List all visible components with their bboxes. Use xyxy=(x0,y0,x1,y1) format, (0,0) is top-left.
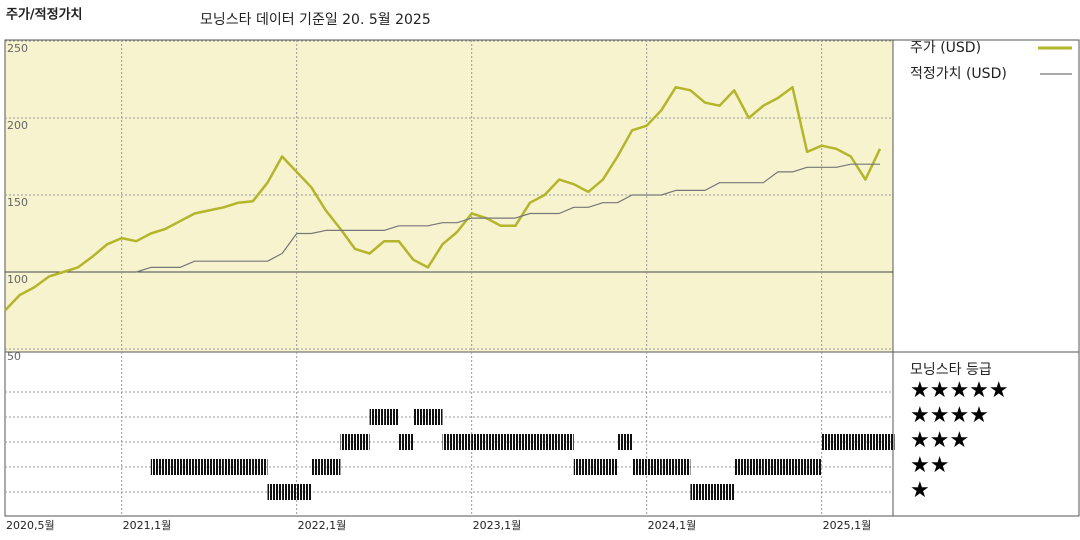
y-tick-label: 100 xyxy=(7,273,28,286)
rating-bar xyxy=(325,459,341,475)
rating-bar xyxy=(238,459,253,475)
rating-bar xyxy=(515,434,530,450)
legend-label: 주가 (USD) xyxy=(910,40,981,56)
series-line xyxy=(136,163,880,273)
rating-bar xyxy=(880,434,895,450)
rating-bar xyxy=(311,459,326,475)
rating-bar xyxy=(267,484,283,500)
rating-bar xyxy=(209,459,224,475)
rating-bar xyxy=(573,459,589,475)
rating-bar xyxy=(442,434,458,450)
rating-bar xyxy=(500,434,516,450)
rating-bar xyxy=(223,459,239,475)
rating-bar xyxy=(150,459,166,475)
rating-bar xyxy=(661,459,676,475)
y-tick-label: 250 xyxy=(7,42,28,55)
rating-bar xyxy=(413,409,428,425)
legend-label: 적정가치 (USD) xyxy=(910,66,1007,82)
rating-label: ★★ xyxy=(910,453,949,478)
rating-bar xyxy=(777,459,793,475)
rating-bar xyxy=(850,434,866,450)
frame xyxy=(4,39,1080,517)
x-tick-label: 2023,1월 xyxy=(473,519,522,532)
x-tick-label: 2020,5월 xyxy=(6,519,55,532)
rating-bar xyxy=(471,434,487,450)
rating-bar xyxy=(252,459,268,475)
rating-bar xyxy=(632,459,647,475)
x-tick-label: 2025,1월 xyxy=(823,519,872,532)
rating-bar xyxy=(807,459,822,475)
x-tick-label: 2021,1월 xyxy=(123,519,172,532)
rating-bar xyxy=(865,434,880,450)
rating-bar xyxy=(646,459,662,475)
y-tick-label: 50 xyxy=(7,350,21,363)
rating-bar xyxy=(340,434,355,450)
rating-label: ★ xyxy=(910,478,930,503)
rating-title: 모닝스타 등급 xyxy=(910,362,992,378)
rating-bar xyxy=(617,434,633,450)
rating-bar xyxy=(194,459,210,475)
rating-bar xyxy=(559,434,574,450)
x-tick-label: 2022,1월 xyxy=(298,519,347,532)
rating-bar xyxy=(296,484,312,500)
rating-label: ★★★★ xyxy=(910,403,989,428)
rating-bar xyxy=(836,434,851,450)
rating-label: ★★★★★ xyxy=(910,378,1009,403)
rating-bar xyxy=(530,434,545,450)
rating-bar xyxy=(719,484,735,500)
rating-bar xyxy=(821,434,837,450)
rating-bar xyxy=(690,484,705,500)
rating-bar xyxy=(544,434,560,450)
rating-bar xyxy=(165,459,180,475)
rating-bar xyxy=(180,459,195,475)
price-panel xyxy=(5,40,893,352)
y-tick-label: 200 xyxy=(7,119,28,132)
chart-title: 주가/적정가치 xyxy=(6,7,83,23)
rating-bar xyxy=(763,459,778,475)
rating-bar xyxy=(398,434,414,450)
rating-bar xyxy=(588,459,603,475)
rating-bar xyxy=(369,409,385,425)
rating-bar xyxy=(486,434,501,450)
rating-bar xyxy=(734,459,749,475)
rating-bar xyxy=(355,434,370,450)
chart-subtitle: 모닝스타 데이터 기준일 20. 5월 2025 xyxy=(200,12,431,28)
rating-bar xyxy=(457,434,472,450)
rating-label: ★★★ xyxy=(910,428,969,453)
series-line xyxy=(4,85,882,312)
rating-bar xyxy=(705,484,720,500)
rating-bar xyxy=(282,484,297,500)
rating-bar xyxy=(748,459,764,475)
rating-bar xyxy=(384,409,399,425)
rating-bar xyxy=(675,459,691,475)
x-tick-label: 2024,1월 xyxy=(648,519,697,532)
rating-bar xyxy=(602,459,618,475)
rating-bar xyxy=(427,409,443,425)
y-tick-label: 150 xyxy=(7,196,28,209)
rating-bar xyxy=(792,459,808,475)
